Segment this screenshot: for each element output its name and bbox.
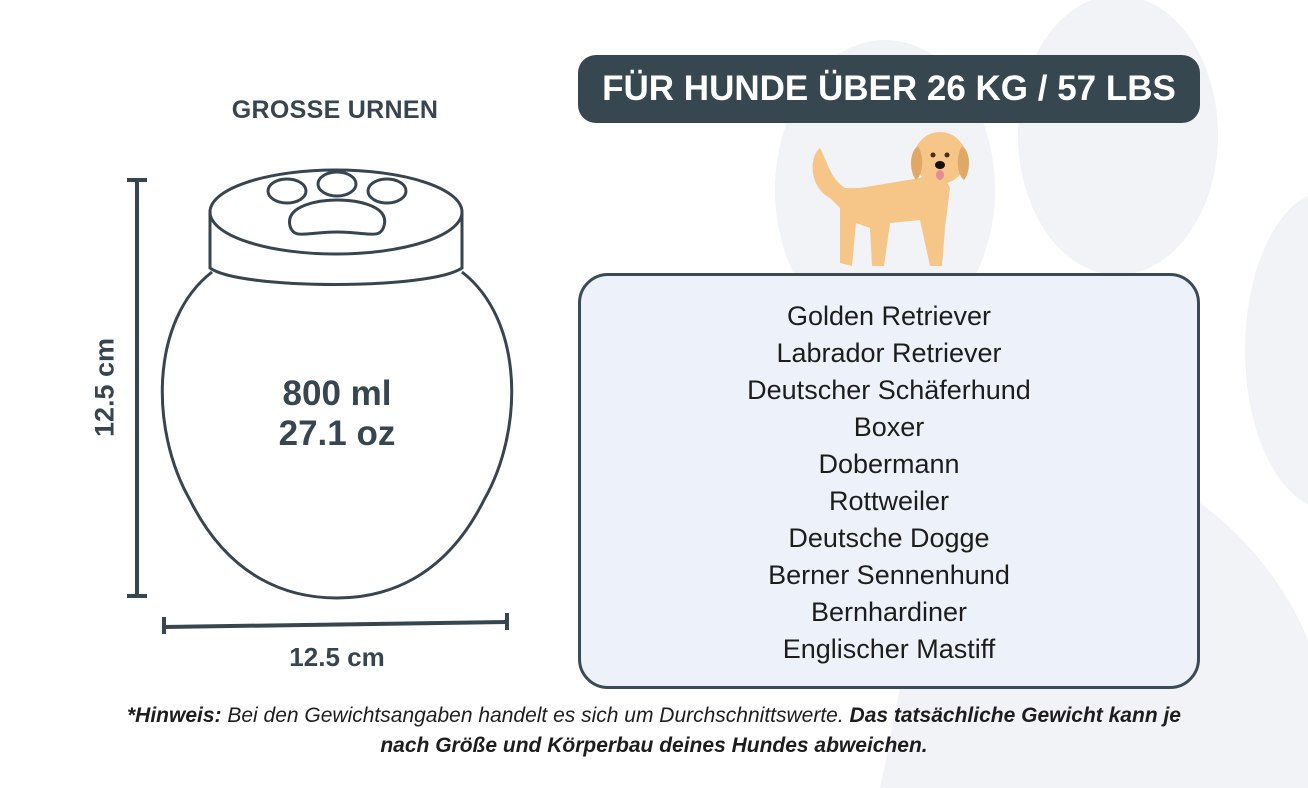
list-item: Englischer Mastiff [782,634,996,664]
weight-header: FÜR HUNDE ÜBER 26 KG / 57 LBS [578,55,1200,123]
list-item: Golden Retriever [786,301,992,331]
breed-list-panel: Golden Retriever Labrador Retriever Deut… [578,273,1200,689]
golden-retriever-illustration [812,132,969,266]
list-item: Rottweiler [828,486,950,516]
note-bold-text: Das tatsächliche Gewicht kann je nach Gr… [380,704,1181,757]
capacity-label: 800 ml 27.1 oz [237,374,437,454]
width-label: 12.5 cm [289,642,385,672]
list-item: Boxer [853,412,925,442]
list-item: Bernhardiner [810,597,968,627]
breed-list: Golden Retriever Labrador Retriever Deut… [581,276,1197,668]
list-item: Dobermann [818,449,960,479]
note-text: Bei den Gewichtsangaben handelt es sich … [221,704,850,727]
note-label: *Hinweis: [126,704,222,727]
list-item: Labrador Retriever [776,338,1002,368]
list-item: Deutsche Dogge [788,523,990,553]
paw-urn-illustration [127,168,514,634]
page-title: GROSSE URNEN [231,96,439,124]
disclaimer-note: *Hinweis: Bei den Gewichtsangaben handel… [100,701,1208,761]
list-item: Berner Sennenhund [768,560,1010,590]
capacity-ml: 800 ml [282,374,392,413]
list-item: Deutscher Schäferhund [747,375,1031,405]
capacity-oz: 27.1 oz [278,414,396,453]
height-label: 12.5 cm [89,337,120,438]
